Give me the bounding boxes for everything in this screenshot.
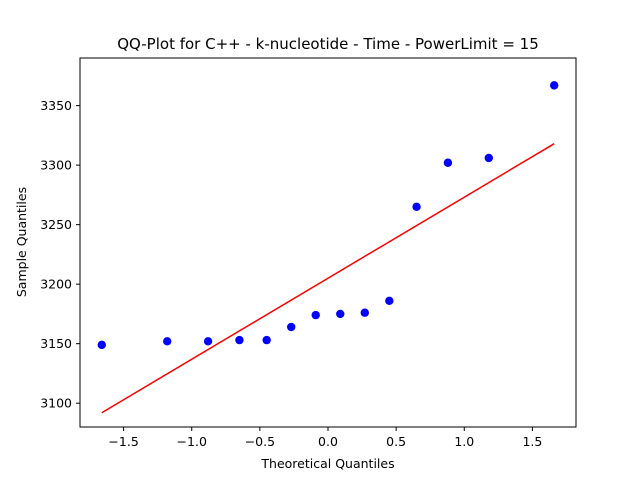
x-axis-label: Theoretical Quantiles — [260, 456, 394, 471]
y-tick-label: 3100 — [40, 396, 72, 411]
chart-title: QQ-Plot for C++ - k-nucleotide - Time - … — [117, 35, 539, 53]
axes-frame — [79, 57, 577, 428]
data-point — [203, 337, 213, 346]
data-point — [443, 158, 453, 167]
data-point — [235, 335, 244, 345]
data-point — [385, 296, 394, 306]
data-point — [484, 153, 493, 163]
data-point — [262, 335, 271, 345]
y-tick-label: 3300 — [40, 158, 72, 173]
x-tick-label: −1.5 — [108, 434, 138, 449]
x-tick-label: −1.0 — [177, 434, 207, 449]
y-axis-label: Sample Quantiles — [14, 187, 29, 297]
data-point — [97, 340, 107, 350]
data-point — [336, 309, 345, 319]
x-tick-label: 1.0 — [454, 434, 474, 449]
reference-line — [101, 143, 555, 414]
data-point — [549, 81, 559, 90]
x-tick-label: 1.5 — [522, 434, 542, 449]
y-axis: 3100 3150 3200 3250 3300 3350 — [40, 98, 80, 411]
data-point — [360, 308, 369, 317]
y-tick-label: 3250 — [40, 217, 72, 232]
plot-area — [97, 81, 559, 414]
data-point — [311, 310, 320, 320]
data-point — [412, 202, 421, 211]
x-tick-label: 0.0 — [318, 434, 338, 449]
y-tick-label: 3150 — [40, 336, 72, 351]
y-tick-label: 3200 — [40, 277, 72, 292]
x-tick-label: −0.5 — [245, 434, 275, 449]
data-point — [287, 322, 296, 332]
x-tick-label: 0.5 — [386, 434, 406, 449]
x-axis: −1.5 −1.0 −0.5 0.0 0.5 1.0 1.5 — [108, 427, 542, 449]
data-point — [163, 337, 172, 346]
y-tick-label: 3350 — [40, 98, 72, 113]
